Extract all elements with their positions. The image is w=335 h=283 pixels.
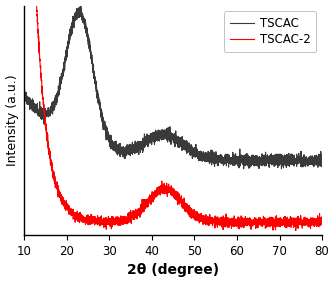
TSCAC-2 xyxy=(294,229,298,232)
TSCAC xyxy=(320,158,324,161)
TSCAC-2 xyxy=(147,199,151,203)
TSCAC xyxy=(147,138,151,142)
Line: TSCAC-2: TSCAC-2 xyxy=(24,0,322,230)
TSCAC-2 xyxy=(239,220,243,224)
Legend: TSCAC, TSCAC-2: TSCAC, TSCAC-2 xyxy=(224,11,316,52)
TSCAC-2 xyxy=(320,217,324,221)
TSCAC-2 xyxy=(311,218,315,221)
TSCAC xyxy=(239,160,243,163)
TSCAC-2 xyxy=(150,196,154,200)
TSCAC-2 xyxy=(164,189,168,193)
TSCAC xyxy=(150,134,154,138)
TSCAC xyxy=(164,134,168,137)
TSCAC xyxy=(279,167,283,170)
Line: TSCAC: TSCAC xyxy=(24,6,322,169)
X-axis label: 2θ (degree): 2θ (degree) xyxy=(127,263,219,277)
Y-axis label: Intensity (a.u.): Intensity (a.u.) xyxy=(6,74,18,166)
TSCAC xyxy=(78,4,82,7)
TSCAC xyxy=(311,163,315,166)
TSCAC-2 xyxy=(296,220,300,224)
TSCAC xyxy=(296,159,300,162)
TSCAC xyxy=(22,91,26,95)
